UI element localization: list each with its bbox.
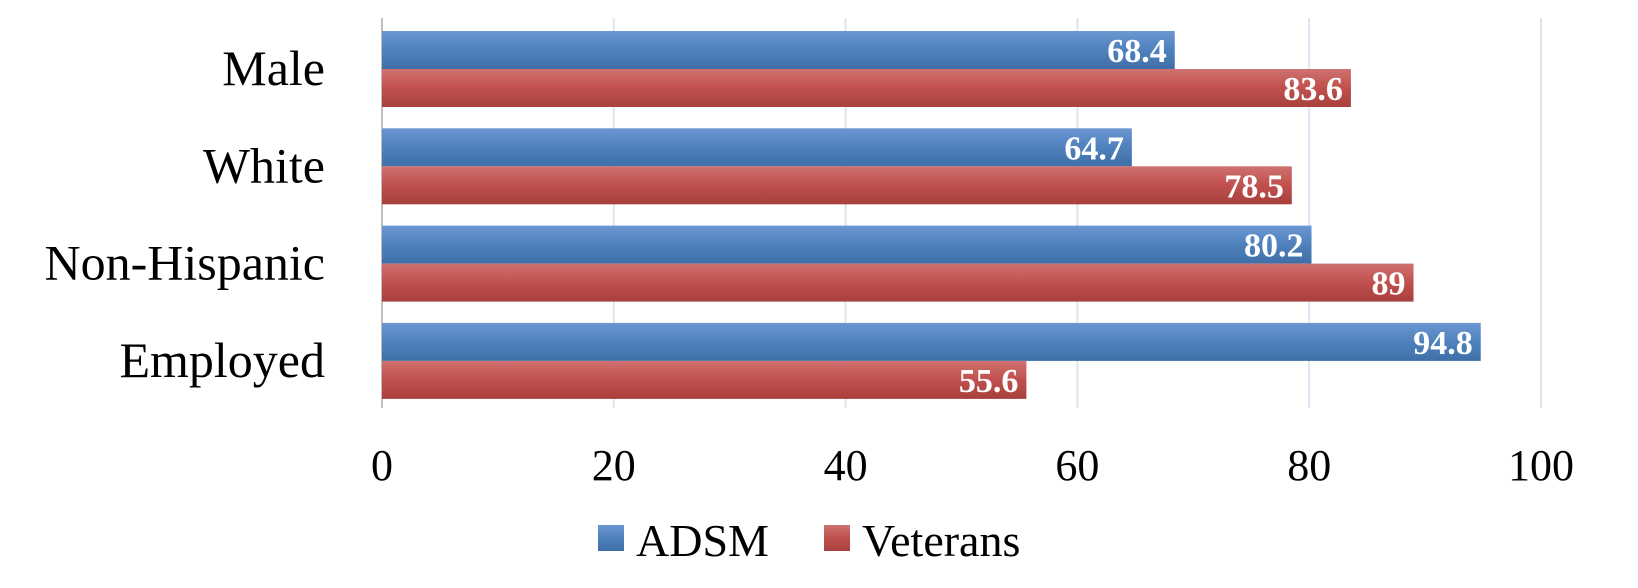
bar-veterans-male [382,69,1351,107]
x-tick-label: 100 [1508,441,1574,490]
x-tick-label: 60 [1055,441,1099,490]
category-axis: Male White Non-Hispanic Employed [45,40,326,388]
bar-adsm-male [382,31,1175,69]
bar-veterans-employed [382,360,1027,399]
legend-swatch-adsm [598,525,624,551]
category-label: Male [222,40,325,96]
category-label: White [203,137,325,193]
data-label: 83.6 [1283,71,1343,108]
bars [382,31,1481,399]
bar-adsm-white [382,128,1132,167]
legend-label-adsm: ADSM [636,515,769,566]
x-tick-label: 80 [1287,441,1331,490]
data-label: 80.2 [1244,228,1304,265]
x-tick-label: 0 [371,441,393,490]
data-label: 94.8 [1413,325,1473,362]
x-tick-label: 20 [592,441,636,490]
legend-label-veterans: Veterans [862,515,1020,566]
x-tick-label: 40 [824,441,868,490]
value-axis: 0 20 40 60 80 100 [371,441,1574,490]
bar-veterans-white [382,166,1292,205]
data-label: 89 [1372,266,1406,303]
category-label: Non-Hispanic [45,235,326,291]
legend: ADSM Veterans [598,515,1020,566]
data-label: 68.4 [1107,33,1167,70]
data-label: 64.7 [1064,130,1124,167]
bar-veterans-non-hispanic [382,263,1414,302]
bar-adsm-employed [382,322,1481,361]
legend-swatch-veterans [824,525,850,551]
category-label: Employed [119,332,325,388]
bar-adsm-non-hispanic [382,225,1312,264]
data-label: 78.5 [1224,168,1284,205]
data-label: 55.6 [959,363,1019,400]
